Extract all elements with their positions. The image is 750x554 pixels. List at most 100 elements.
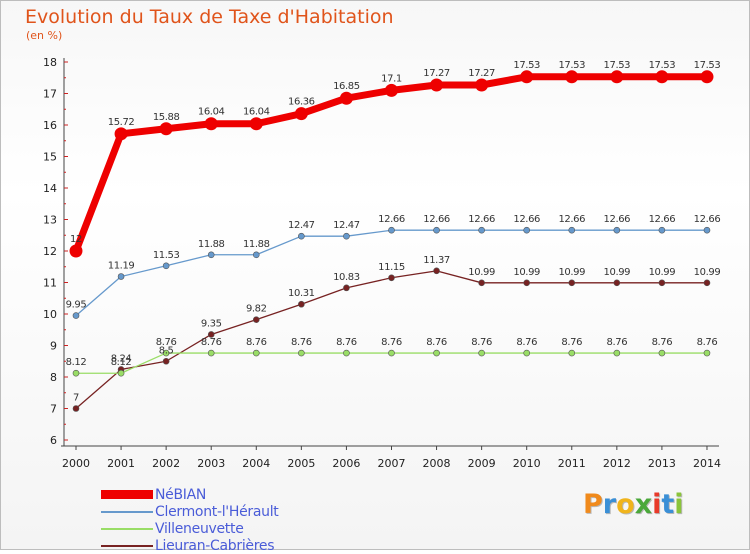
data-point: [520, 70, 534, 84]
data-label: 8.76: [156, 337, 177, 348]
data-label: 17.53: [604, 60, 631, 71]
data-label: 8.76: [426, 337, 447, 348]
legend-swatch: [101, 510, 153, 513]
x-tick-label: 2006: [332, 457, 360, 470]
data-point: [523, 226, 531, 234]
data-label: 12.66: [468, 214, 495, 225]
data-label: 8.76: [291, 337, 312, 348]
data-point: [388, 349, 395, 357]
y-tick-label: 18: [43, 56, 57, 69]
y-tick-label: 12: [43, 245, 57, 258]
data-point: [298, 300, 305, 308]
x-tick-label: 2008: [423, 457, 451, 470]
data-label: 10.99: [694, 267, 721, 278]
data-point: [568, 279, 576, 287]
x-tick-label: 2000: [62, 457, 90, 470]
data-point: [343, 232, 350, 240]
legend-swatch: [101, 544, 153, 547]
data-label: 17.53: [649, 60, 676, 71]
data-label: 11.37: [423, 255, 450, 266]
data-label: 17.53: [694, 60, 721, 71]
y-tick-label: 7: [50, 403, 57, 416]
data-label: 12.47: [333, 220, 360, 231]
data-label: 8.76: [471, 337, 492, 348]
data-label: 9.35: [201, 318, 222, 329]
data-label: 16.04: [243, 107, 270, 118]
y-tick-label: 13: [43, 214, 57, 227]
data-label: 8.76: [246, 337, 267, 348]
y-tick-label: 8: [50, 371, 57, 384]
data-label: 11.15: [378, 262, 405, 273]
data-point: [433, 349, 440, 357]
legend-label: Lieuran-Cabrières: [155, 537, 275, 554]
data-label: 17.1: [381, 73, 402, 84]
data-point: [610, 70, 624, 84]
data-point: [658, 279, 666, 287]
data-point: [72, 312, 80, 319]
data-point: [568, 349, 576, 357]
data-label: 11.53: [153, 250, 180, 261]
data-point: [655, 70, 669, 84]
data-label: 10.99: [604, 267, 631, 278]
data-label: 10.99: [513, 267, 540, 278]
data-point: [658, 349, 666, 357]
legend-item: NéBIAN: [101, 486, 278, 503]
legend-item: Clermont-l'Hérault: [101, 503, 279, 520]
data-label: 16.85: [333, 81, 360, 92]
data-label: 9.82: [246, 304, 267, 315]
x-tick-label: 2011: [558, 457, 586, 470]
data-label: 8.76: [201, 337, 222, 348]
data-point: [252, 251, 260, 259]
x-tick-label: 2009: [468, 457, 496, 470]
data-label: 12.66: [604, 214, 631, 225]
data-label: 10.99: [649, 267, 676, 278]
x-tick-label: 2005: [287, 457, 315, 470]
proxiti-logo: Proxiti: [583, 489, 684, 520]
x-tick-label: 2007: [377, 457, 405, 470]
data-point: [700, 70, 714, 84]
data-label: 9.95: [66, 300, 87, 311]
data-point: [249, 117, 263, 131]
data-point: [204, 117, 218, 131]
data-point: [433, 267, 440, 275]
data-point: [294, 107, 308, 121]
data-label: 17.27: [423, 68, 450, 79]
data-point: [478, 279, 485, 287]
data-point: [475, 78, 489, 92]
y-tick-label: 17: [43, 88, 57, 101]
data-point: [207, 331, 215, 338]
data-point: [207, 349, 215, 357]
data-label: 11.19: [108, 261, 135, 272]
x-tick-label: 2014: [693, 457, 721, 470]
data-point: [613, 226, 621, 234]
data-point: [117, 273, 125, 280]
data-label: 12.66: [513, 214, 540, 225]
legend-swatch: [101, 490, 153, 499]
data-point: [478, 226, 485, 234]
data-point: [478, 349, 485, 357]
data-label: 8.76: [561, 337, 582, 348]
data-point: [114, 127, 128, 141]
data-label: 8.5: [159, 345, 174, 356]
data-label: 10.31: [288, 288, 315, 299]
data-point: [523, 279, 531, 287]
legend: NéBIAN Clermont-l'Hérault Villeneuvette Lie…: [101, 486, 279, 554]
chart-subtitle: (en %): [26, 29, 63, 42]
data-point: [523, 349, 531, 357]
data-point: [162, 357, 170, 365]
legend-label: Villeneuvette: [155, 520, 244, 537]
data-label: 12.66: [694, 214, 721, 225]
data-label: 8.76: [516, 337, 537, 348]
legend-label: Clermont-l'Hérault: [155, 503, 279, 520]
data-label: 8.76: [697, 337, 718, 348]
y-tick-label: 10: [43, 308, 57, 321]
data-point: [384, 83, 398, 97]
data-label: 17.53: [558, 60, 585, 71]
data-label: 16.36: [288, 97, 315, 108]
legend-item: Villeneuvette: [101, 520, 278, 537]
chart-title: Evolution du Taux de Taxe d'Habitation: [25, 6, 394, 28]
y-tick-label: 6: [50, 434, 57, 447]
data-point: [343, 349, 350, 357]
data-label: 10.99: [558, 267, 585, 278]
